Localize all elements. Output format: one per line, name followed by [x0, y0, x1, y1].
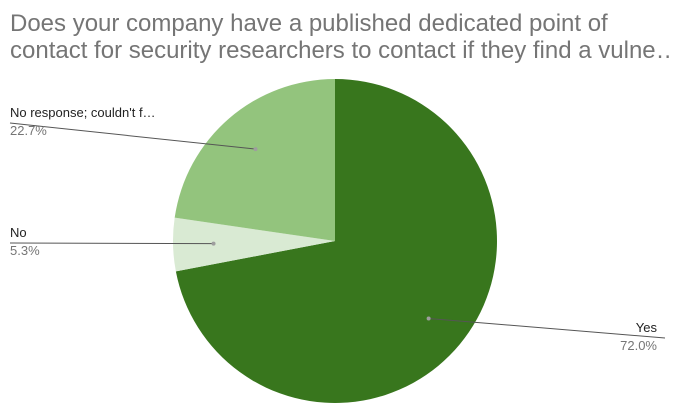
leader-dot-no-response-couldn-t-f: [253, 147, 258, 152]
slice-percent-no: 5.3%: [10, 243, 40, 258]
slice-percent-no-response-couldn-t-f: 22.7%: [10, 123, 47, 138]
pie-slice-no: [172, 217, 335, 272]
chart-title: Does your company have a published dedic…: [10, 10, 670, 64]
chart-title-line-1: Does your company have a published dedic…: [10, 10, 608, 37]
slice-label-no: No: [10, 225, 27, 240]
chart-title-line-2: contact for security researchers to cont…: [10, 37, 670, 64]
leader-line-yes: [428, 317, 666, 339]
pie-slice-no-response-couldn-t-f: [174, 79, 335, 241]
pie-slice-yes: [175, 79, 498, 403]
slice-label-no-response-couldn-t-f: No response; couldn't f…: [10, 105, 156, 120]
slice-label-yes: Yes: [636, 320, 658, 335]
leader-dot-yes: [426, 316, 431, 321]
leader-line-no: [9, 242, 214, 245]
slice-percent-yes: 72.0%: [620, 338, 657, 353]
leader-dot-no: [211, 241, 216, 246]
leader-line-no-response-couldn-t-f: [9, 122, 256, 150]
